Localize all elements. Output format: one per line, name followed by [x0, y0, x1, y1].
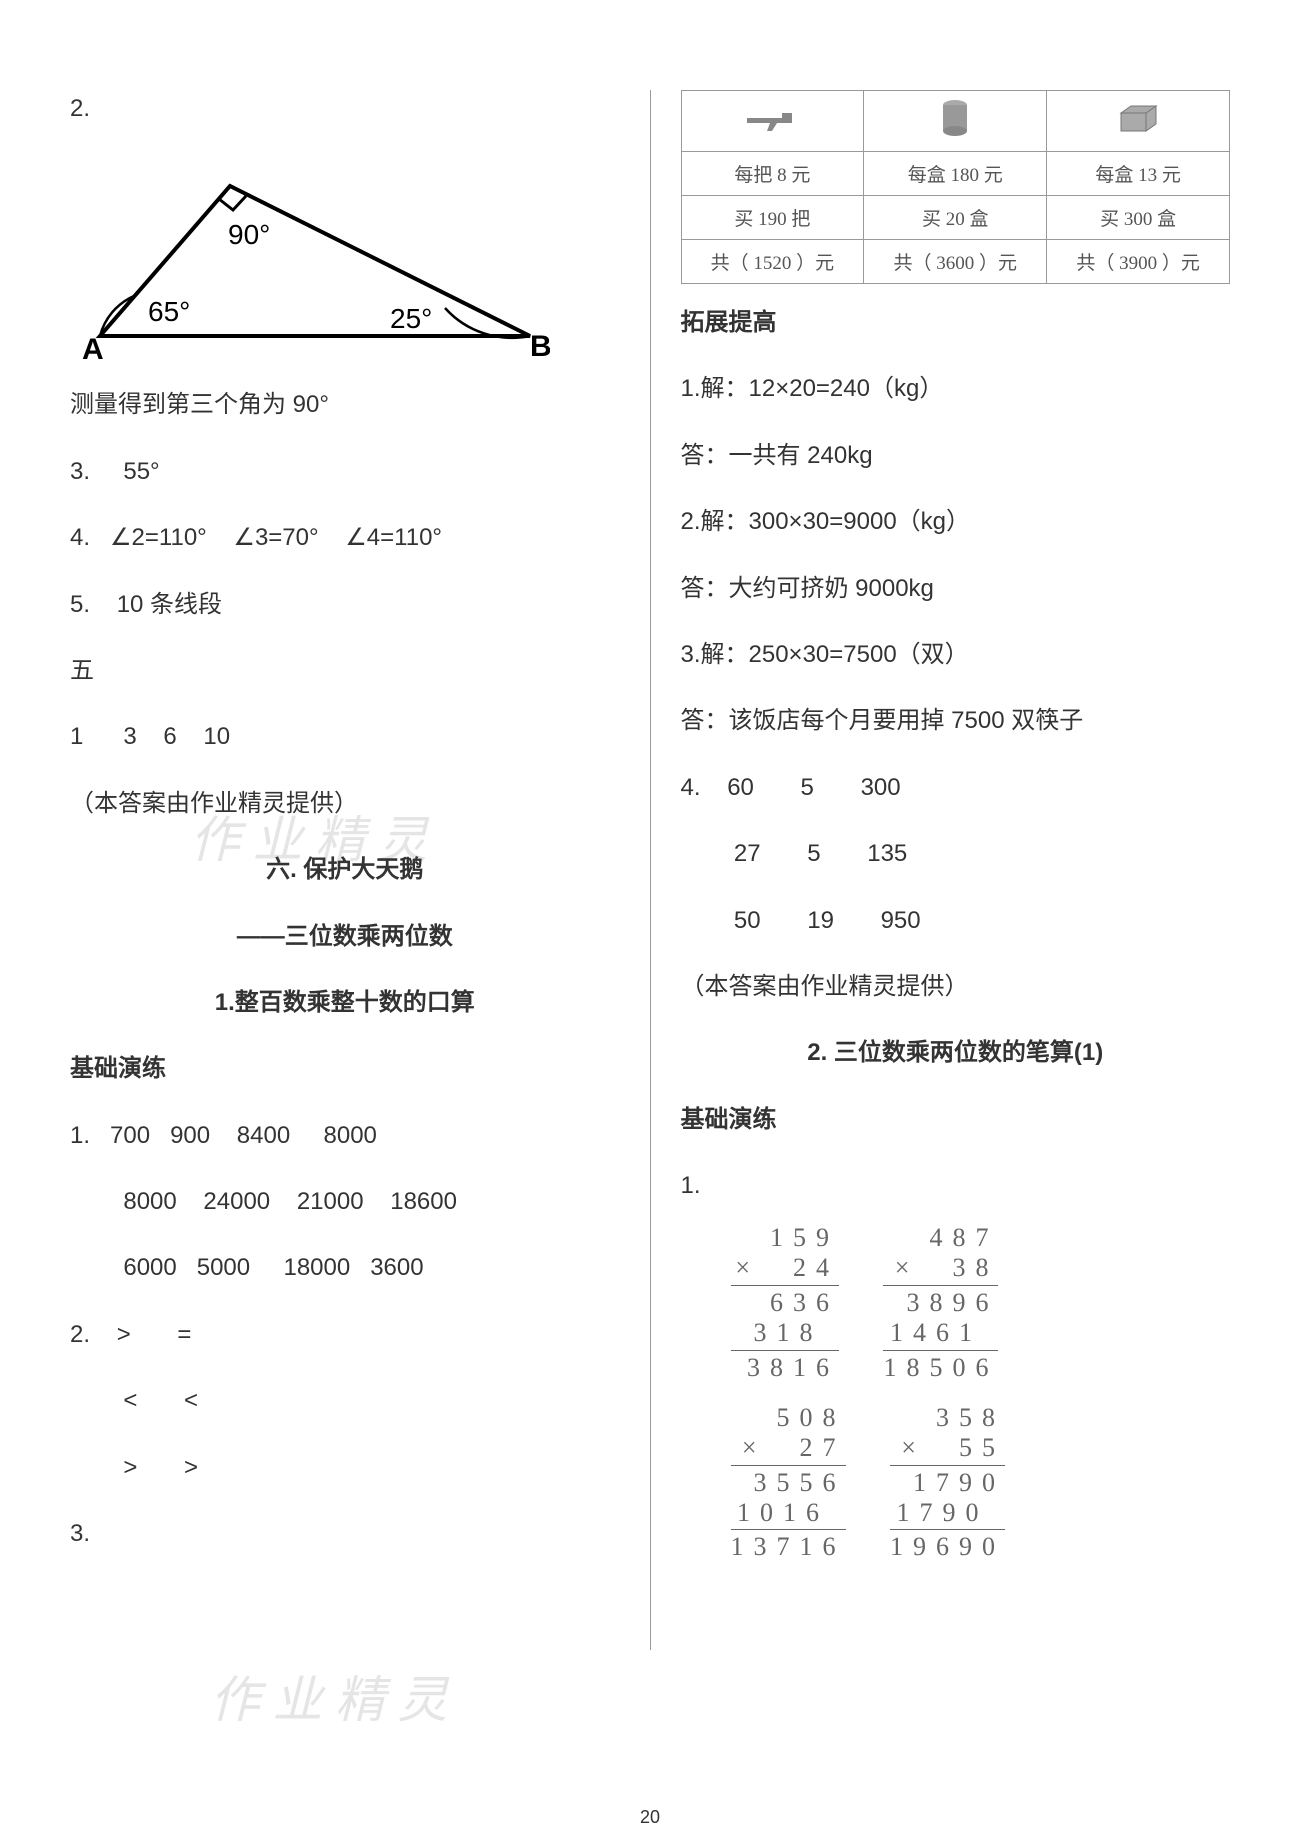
section5: 五	[70, 652, 620, 690]
calc-row: × 55	[890, 1433, 1005, 1463]
q5: 5. 10 条线段	[70, 586, 620, 624]
label-a: A	[82, 333, 104, 366]
e3: 3.解：250×30=7500（双）	[681, 636, 1231, 674]
angle-top-text: 90°	[228, 219, 270, 250]
q2b: 2. > =	[70, 1316, 620, 1354]
calc-row: 18506	[883, 1353, 998, 1383]
e1a: 答：一共有 240kg	[681, 437, 1231, 475]
basic-title-right: 基础演练	[681, 1101, 1231, 1139]
table-cell: 买 20 盒	[864, 196, 1047, 240]
calc-1: 159 × 24 636 318 3816	[731, 1223, 840, 1382]
q3: 3. 55°	[70, 453, 620, 491]
sequence: 1 3 6 10	[70, 718, 620, 756]
q3b: 3.	[70, 1515, 620, 1553]
calc-row: 1790	[890, 1468, 1005, 1498]
e3a: 答：该饭店每个月要用掉 7500 双筷子	[681, 702, 1231, 740]
can-icon	[864, 91, 1047, 152]
box-icon	[1047, 91, 1230, 152]
calc-row: × 38	[883, 1253, 998, 1283]
calc-row: 3896	[883, 1288, 998, 1318]
calc-row: 3556	[731, 1468, 846, 1498]
q2b-r2: < <	[70, 1382, 620, 1420]
calc-row: 508	[731, 1403, 846, 1433]
column-divider	[650, 90, 651, 1650]
e1: 1.解：12×20=240（kg）	[681, 370, 1231, 408]
section6-title: 六. 保护大天鹅	[70, 851, 620, 889]
calc-row: 1016	[731, 1498, 846, 1528]
section6-subtitle: ——三位数乘两位数	[70, 918, 620, 956]
basic-title-left: 基础演练	[70, 1050, 620, 1088]
table-cell: 每盒 180 元	[864, 152, 1047, 196]
q1-row1: 1. 700 900 8400 8000	[70, 1117, 620, 1155]
angle-left-text: 65°	[148, 296, 190, 327]
table-cell: 每盒 13 元	[1047, 152, 1230, 196]
calc-row: × 24	[731, 1253, 840, 1283]
credit-left: （本答案由作业精灵提供）	[70, 785, 620, 823]
q4: 4. ∠2=110° ∠3=70° ∠4=110°	[70, 519, 620, 557]
expand-title: 拓展提高	[681, 304, 1231, 342]
table-cell: 共（ 1520 ）元	[681, 240, 864, 284]
right-column: 每把 8 元 每盒 180 元 每盒 13 元 买 190 把 买 20 盒 买…	[681, 90, 1231, 1798]
table-cell: 共（ 3900 ）元	[1047, 240, 1230, 284]
calc-4: 358 × 55 1790 1790 19690	[890, 1403, 1005, 1562]
q2-label: 2.	[70, 90, 620, 128]
gun-icon	[681, 91, 864, 152]
watermark-2: 作 业 精 灵	[210, 1660, 448, 1732]
table-cell: 买 190 把	[681, 196, 864, 240]
q2-answer: 测量得到第三个角为 90°	[70, 386, 620, 424]
section6-1: 1.整百数乘整十数的口算	[70, 984, 620, 1022]
calc-row: 487	[883, 1223, 998, 1253]
e2: 2.解：300×30=9000（kg）	[681, 503, 1231, 541]
credit-right: （本答案由作业精灵提供）	[681, 968, 1231, 1006]
left-column: 2. 90° 65° 25° A B 测量得到第三个角为 90° 3. 55° …	[70, 90, 620, 1798]
q2b-r3: > >	[70, 1449, 620, 1487]
q1-right: 1.	[681, 1167, 1231, 1205]
calc-row: 3816	[731, 1353, 840, 1383]
e2a: 答：大约可挤奶 9000kg	[681, 570, 1231, 608]
calc-row: 636	[731, 1288, 840, 1318]
e4-r1: 4. 60 5 300	[681, 769, 1231, 807]
calc-row: 318	[731, 1318, 840, 1348]
calc-3: 508 × 27 3556 1016 13716	[731, 1403, 846, 1562]
label-b: B	[530, 330, 550, 363]
calc-row: 159	[731, 1223, 840, 1253]
section2-title: 2. 三位数乘两位数的笔算(1)	[681, 1034, 1231, 1072]
e4-r3: 50 19 950	[681, 902, 1231, 940]
q1-row3: 6000 5000 18000 3600	[70, 1249, 620, 1287]
table-cell: 共（ 3600 ）元	[864, 240, 1047, 284]
calc-row: 358	[890, 1403, 1005, 1433]
calc-row: × 27	[731, 1433, 846, 1463]
calc-row: 19690	[890, 1532, 1005, 1562]
table-cell: 买 300 盒	[1047, 196, 1230, 240]
calc-2: 487 × 38 3896 1461 18506	[883, 1223, 998, 1382]
calc-row: 1790	[890, 1498, 1005, 1528]
e4-r2: 27 5 135	[681, 835, 1231, 873]
price-table: 每把 8 元 每盒 180 元 每盒 13 元 买 190 把 买 20 盒 买…	[681, 90, 1231, 284]
page-number: 20	[640, 1807, 660, 1828]
angle-right-text: 25°	[390, 303, 432, 334]
triangle-diagram: 90° 65° 25° A B	[70, 156, 550, 366]
calc-row: 13716	[731, 1532, 846, 1562]
table-cell: 每把 8 元	[681, 152, 864, 196]
q1-row2: 8000 24000 21000 18600	[70, 1183, 620, 1221]
calc-row: 1461	[883, 1318, 998, 1348]
